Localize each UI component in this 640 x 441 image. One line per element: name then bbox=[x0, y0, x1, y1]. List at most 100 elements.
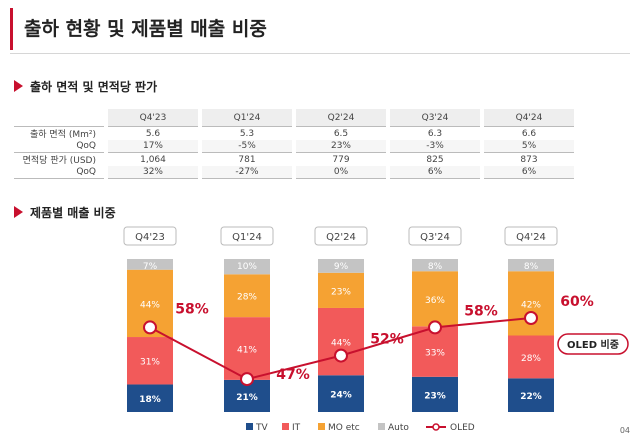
legend-marker-oled bbox=[432, 423, 440, 431]
bar-segment-auto bbox=[224, 259, 270, 275]
bar-segment-tv bbox=[127, 384, 173, 412]
row-label: QoQ bbox=[14, 140, 106, 153]
bar-segment-it bbox=[318, 307, 364, 376]
oled-point bbox=[428, 320, 442, 335]
bar-segment-tv bbox=[412, 376, 458, 412]
bar-label-it: 28% bbox=[521, 354, 541, 364]
legend-swatch-auto bbox=[378, 423, 385, 430]
bar-segment-auto bbox=[318, 259, 364, 273]
bar-label-auto: 9% bbox=[334, 262, 349, 272]
oled-callout-label: OLED 비중 bbox=[567, 338, 619, 351]
bar-label-it: 41% bbox=[237, 346, 257, 356]
title-divider bbox=[10, 53, 630, 54]
legend-label: MO etc bbox=[328, 423, 360, 433]
bar-label-auto: 8% bbox=[428, 262, 443, 272]
bar-label-tv: 22% bbox=[520, 392, 542, 402]
bar-label-mo-etc: 42% bbox=[521, 300, 541, 310]
bar-segment-auto bbox=[508, 259, 554, 272]
bar-segment-auto bbox=[127, 259, 173, 270]
oled-label: 58% bbox=[464, 303, 498, 319]
oled-label: 58% bbox=[175, 301, 209, 317]
bar-segment-mo-etc bbox=[412, 271, 458, 327]
oled-callout bbox=[557, 333, 629, 355]
bar-label-tv: 21% bbox=[236, 393, 258, 403]
table-cell: 17% bbox=[104, 140, 200, 153]
table-row: QoQ 32% -27% 0% 6% 6% bbox=[14, 166, 574, 179]
table-cell: 32% bbox=[104, 166, 200, 179]
bar-label-mo-etc: 36% bbox=[425, 296, 445, 306]
bar-label-tv: 23% bbox=[424, 391, 446, 401]
row-label: 면적당 판가 (USD) bbox=[14, 152, 106, 166]
table-cell: 1,064 bbox=[104, 152, 200, 166]
category-label: Q2'24 bbox=[326, 232, 356, 243]
category-pill bbox=[314, 226, 368, 246]
bar-segment-it bbox=[224, 317, 270, 380]
category-pill bbox=[220, 226, 274, 246]
table-cell: 5% bbox=[480, 140, 574, 153]
table-cell: -27% bbox=[198, 166, 294, 179]
bar-label-auto: 7% bbox=[143, 262, 158, 272]
row-label: QoQ bbox=[14, 166, 106, 179]
legend-swatch-tv bbox=[246, 423, 253, 430]
table-row: 출하 면적 (Mm²) 5.6 5.3 6.5 6.3 6.6 bbox=[14, 126, 574, 140]
oled-label: 52% bbox=[370, 332, 404, 348]
legend-label: IT bbox=[292, 423, 301, 433]
bar-label-it: 44% bbox=[331, 339, 351, 349]
table-cell: -3% bbox=[386, 140, 482, 153]
table-cell: 873 bbox=[480, 152, 574, 166]
bar-segment-auto bbox=[412, 259, 458, 272]
section-arrow-icon bbox=[14, 80, 23, 92]
table-col-header: Q1'24 bbox=[198, 109, 294, 127]
table-cell: 5.6 bbox=[104, 126, 200, 140]
table-cell: 779 bbox=[292, 152, 388, 166]
oled-point bbox=[334, 348, 348, 363]
table-cell: 825 bbox=[386, 152, 482, 166]
table-cell: 5.3 bbox=[198, 126, 294, 140]
table-cell: 781 bbox=[198, 152, 294, 166]
table-cell: 23% bbox=[292, 140, 388, 153]
section-title-revenue-mix: 제품별 매출 비중 bbox=[30, 206, 116, 220]
bar-segment-it bbox=[412, 326, 458, 377]
bar-segment-tv bbox=[508, 378, 554, 412]
table-cell: 6% bbox=[386, 166, 482, 179]
bar-segment-it bbox=[508, 335, 554, 379]
oled-point bbox=[524, 311, 538, 325]
bar-label-mo-etc: 23% bbox=[331, 287, 351, 297]
category-pill bbox=[408, 226, 462, 246]
bar-label-tv: 18% bbox=[139, 395, 161, 405]
legend-swatch-mo-etc bbox=[318, 423, 325, 430]
section-arrow-icon bbox=[14, 206, 23, 218]
bar-segment-mo-etc bbox=[318, 272, 364, 308]
category-label: Q4'24 bbox=[516, 232, 546, 243]
bar-segment-it bbox=[127, 337, 173, 385]
oled-label: 60% bbox=[560, 294, 594, 310]
bar-label-mo-etc: 28% bbox=[237, 293, 257, 303]
table-cell: 6% bbox=[480, 166, 574, 179]
table-col-header: Q4'24 bbox=[480, 109, 574, 127]
page-number: 04 bbox=[619, 426, 630, 435]
table-cell: -5% bbox=[198, 140, 294, 153]
table-row: 면적당 판가 (USD) 1,064 781 779 825 873 bbox=[14, 152, 574, 166]
oled-point bbox=[240, 372, 254, 387]
table-col-header: Q2'24 bbox=[292, 109, 388, 127]
bar-label-tv: 24% bbox=[330, 391, 352, 401]
category-pill bbox=[123, 226, 177, 246]
table-corner bbox=[14, 109, 106, 127]
bar-label-auto: 8% bbox=[524, 262, 539, 272]
oled-point bbox=[143, 320, 157, 335]
table-cell: 6.5 bbox=[292, 126, 388, 140]
category-label: Q3'24 bbox=[420, 232, 450, 243]
bar-label-auto: 10% bbox=[237, 262, 257, 272]
table-cell: 0% bbox=[292, 166, 388, 179]
category-label: Q4'23 bbox=[135, 232, 165, 243]
oled-label: 47% bbox=[276, 367, 310, 383]
bar-label-it: 31% bbox=[140, 358, 160, 368]
legend-label: TV bbox=[255, 423, 268, 433]
category-label: Q1'24 bbox=[232, 232, 262, 243]
legend-swatch-it bbox=[282, 423, 289, 430]
section-title-shipments: 출하 면적 및 면적당 판가 bbox=[30, 80, 158, 94]
row-label: 출하 면적 (Mm²) bbox=[14, 126, 106, 140]
table-header-row: Q4'23 Q1'24 Q2'24 Q3'24 Q4'24 bbox=[14, 109, 574, 127]
shipment-table: Q4'23 Q1'24 Q2'24 Q3'24 Q4'24 출하 면적 (Mm²… bbox=[14, 109, 574, 179]
